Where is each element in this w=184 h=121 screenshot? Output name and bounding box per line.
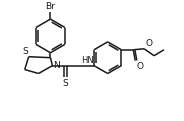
Text: Br: Br	[45, 2, 55, 11]
Text: O: O	[136, 62, 143, 71]
Text: S: S	[22, 47, 28, 56]
Text: N: N	[53, 61, 60, 70]
Text: O: O	[145, 39, 152, 48]
Text: HN: HN	[81, 56, 94, 65]
Text: S: S	[62, 79, 68, 88]
